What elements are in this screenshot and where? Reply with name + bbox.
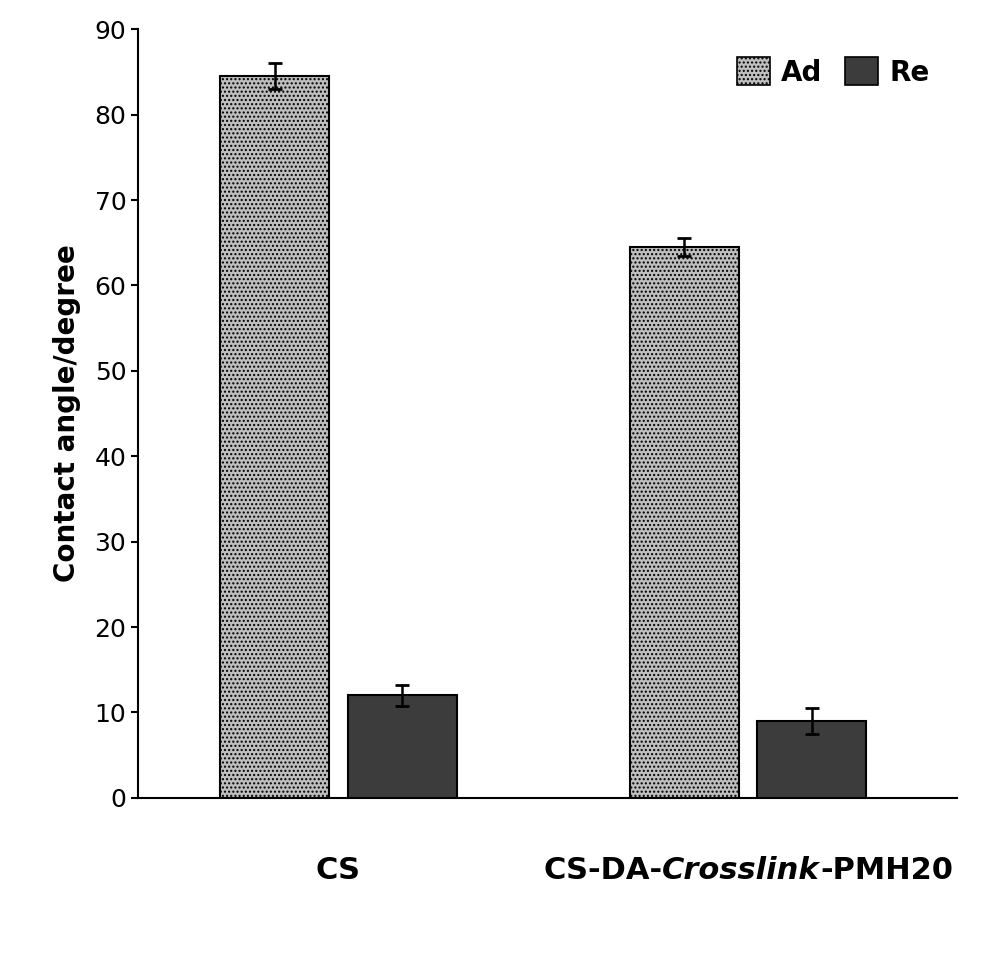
- Bar: [756, 721, 866, 798]
- Y-axis label: Contact angle/degree: Contact angle/degree: [52, 244, 81, 583]
- Text: CS: CS: [316, 856, 361, 885]
- Legend: Ad, Re: Ad, Re: [723, 43, 943, 100]
- Bar: [347, 696, 457, 798]
- Bar: [220, 76, 329, 798]
- Text: CS-DA-: CS-DA-: [542, 856, 662, 885]
- Text: Crosslink: Crosslink: [662, 856, 819, 885]
- Bar: [629, 247, 739, 798]
- Text: -PMH20: -PMH20: [819, 856, 951, 885]
